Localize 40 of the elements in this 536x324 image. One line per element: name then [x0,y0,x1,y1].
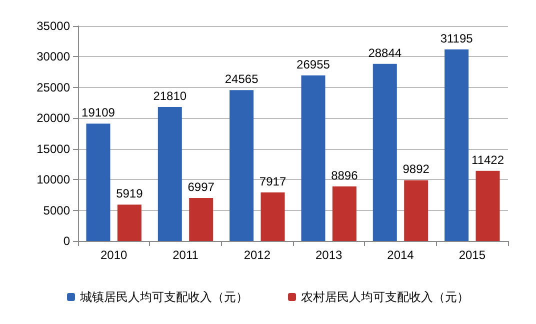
y-tick-label: 5000 [43,203,70,218]
x-tick-label: 2012 [244,248,271,262]
data-label: 26955 [296,57,330,72]
y-tick-label: 0 [63,234,70,248]
bar [158,107,182,241]
data-label: 11422 [472,152,504,167]
legend-label: 城镇居民人均可支配收入（元） [79,290,248,304]
bar [476,170,500,241]
data-label: 19109 [82,106,116,120]
data-label: 8896 [331,168,358,182]
x-tick-label: 2011 [172,248,199,262]
y-tick-label: 30000 [36,50,70,64]
y-tick-label: 15000 [36,142,70,156]
bar [117,204,142,241]
legend-label: 农村居民人均可支配收入（元） [301,290,469,304]
data-label: 28844 [368,46,402,60]
y-tick-label: 25000 [36,80,70,94]
y-tick-label: 20000 [36,111,70,126]
bar [404,180,428,241]
bar [189,198,214,241]
bar [230,90,254,241]
bar [86,124,110,241]
bar [260,192,285,241]
y-tick-label: 10000 [36,172,70,187]
x-tick-label: 2015 [458,248,486,262]
data-label: 9892 [402,162,430,176]
data-label: 7917 [259,174,286,188]
bar [444,49,469,241]
y-tick-label: 35000 [36,19,70,33]
data-label: 21810 [153,89,187,104]
data-label: 6997 [188,180,215,194]
bar [301,75,326,241]
data-label: 5919 [116,186,144,201]
data-label: 31195 [440,31,474,46]
x-tick-label: 2013 [315,248,343,262]
x-tick-label: 2010 [100,248,128,262]
bar [332,186,356,241]
data-label: 24565 [224,72,259,86]
x-tick-label: 2014 [387,248,414,262]
bar [372,64,397,241]
